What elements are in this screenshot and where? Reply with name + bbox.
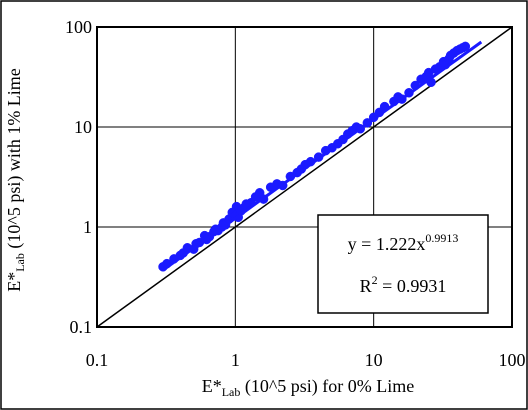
line-of-equality [96, 26, 513, 328]
y-tick-label: 0.1 [70, 317, 93, 337]
x-tick-label: 10 [365, 350, 383, 370]
equation-box-frame [317, 214, 489, 314]
trendline-equation: y = 1.222x0.9913 [348, 231, 459, 254]
tick-labels: 0.1 1 10 100 0.1 1 10 100 [65, 17, 526, 370]
y-tick-label: 1 [83, 217, 92, 237]
y-tick-label: 10 [74, 117, 92, 137]
plot-area-border [96, 26, 513, 328]
data-point [460, 41, 471, 52]
y-tick-label: 100 [65, 17, 92, 37]
x-tick-label: 0.1 [86, 350, 109, 370]
equation-box: y = 1.222x0.9913 R2 = 0.9931 [317, 214, 489, 314]
r-squared-label: R2 = 0.9931 [360, 273, 447, 296]
x-tick-label: 1 [231, 350, 240, 370]
trendline [162, 40, 483, 272]
y-axis-label: E*Lab (10^5 psi) with 1% Lime [4, 68, 27, 292]
x-tick-label: 100 [499, 350, 526, 370]
trendline-group [162, 40, 483, 272]
line-of-equality-group [96, 26, 513, 328]
x-axis-label: E*Lab (10^5 psi) for 0% Lime [202, 376, 415, 399]
